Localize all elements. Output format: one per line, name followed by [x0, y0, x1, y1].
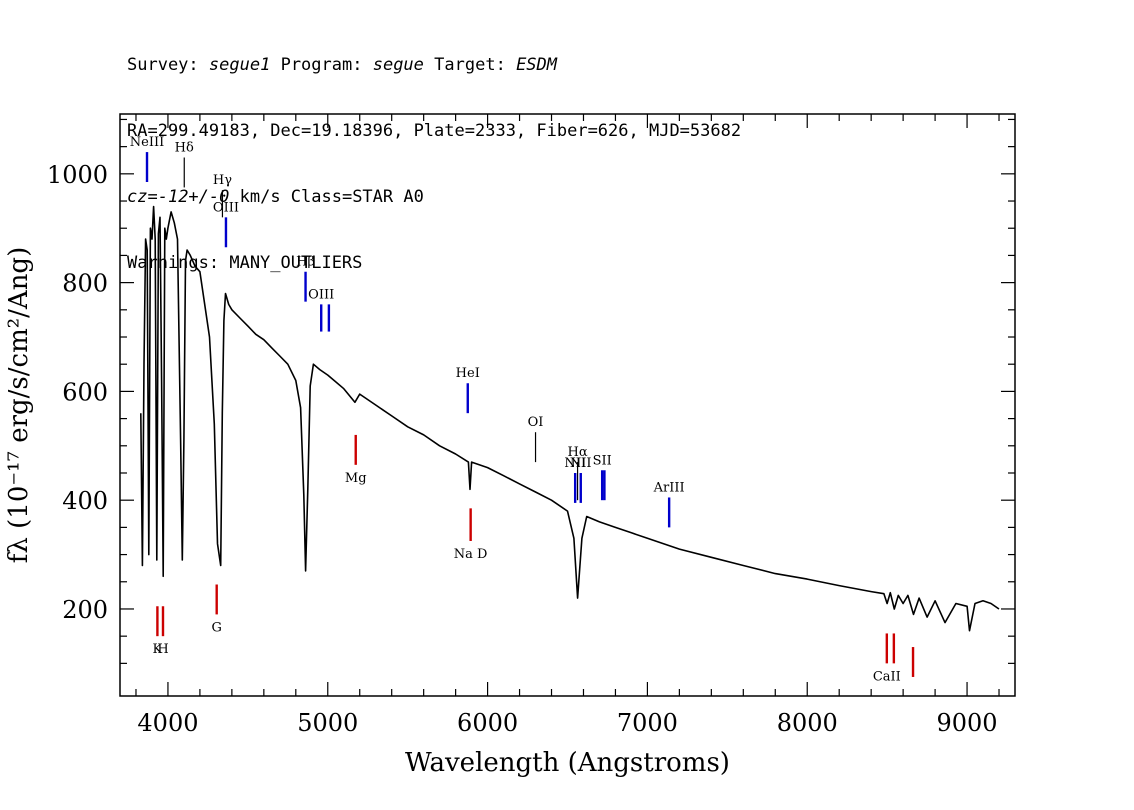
line-marker-label: SII: [593, 453, 612, 468]
x-tick-label: 9000: [937, 709, 998, 737]
axis-ticks: [120, 114, 1015, 696]
line-marker-label: ArIII: [653, 480, 685, 495]
header-line-survey: Survey: segue1 Program: segue Target: ES…: [127, 55, 558, 75]
line-marker-label: NII: [570, 456, 592, 471]
y-tick-label: 600: [62, 378, 108, 406]
plot-frame: [119, 113, 1016, 697]
y-tick-label: 800: [62, 270, 108, 298]
line-marker-label: Hδ: [175, 141, 194, 156]
line-marker-label: OIII: [213, 200, 239, 215]
line-marker-label: Hα: [568, 445, 588, 460]
x-axis-title: Wavelength (Angstroms): [405, 748, 730, 778]
line-marker-label: CaII: [873, 669, 901, 684]
spectrum-line: [140, 205, 1000, 632]
y-axis-title: fλ (10⁻¹⁷ erg/s/cm²/Ang): [4, 247, 34, 563]
x-tick-label: 8000: [777, 709, 838, 737]
y-tick-label: 1000: [47, 161, 108, 189]
x-tick-label: 6000: [457, 709, 518, 737]
line-marker-label: K: [153, 642, 163, 657]
line-marker-label: OI: [528, 415, 544, 430]
line-marker-label: Mg: [345, 471, 367, 486]
line-marker-label: G: [211, 620, 221, 635]
line-marker-label: H: [157, 642, 168, 657]
header-line-redshift: cz=-12+/-0 km/s Class=STAR A0: [127, 187, 424, 207]
line-marker-label: Hγ: [213, 173, 232, 188]
spectrum-series: [140, 205, 1000, 632]
line-marker-label: NeIII: [130, 135, 164, 150]
x-tick-label: 7000: [617, 709, 678, 737]
plot-border: [119, 113, 1016, 697]
spectrum-header: Survey: segue1 Program: segue Target: ES…: [127, 10, 741, 296]
line-marker-label: Na D: [454, 547, 488, 562]
line-marker-label: OIII: [308, 287, 334, 302]
y-tick-label: 200: [62, 596, 108, 624]
x-tick-label: 4000: [137, 709, 198, 737]
line-marker-label: NII: [564, 456, 586, 471]
x-tick-label: 5000: [297, 709, 358, 737]
line-marker-label: HeI: [456, 366, 480, 381]
y-tick-label: 400: [62, 487, 108, 515]
header-line-coordinates: RA=299.49183, Dec=19.18396, Plate=2333, …: [127, 121, 742, 141]
axis-tick-labels: 4000 5000 6000 7000 8000 9000 200 400 600 800 1000: [47, 161, 998, 737]
line-marker-label: Hβ: [296, 255, 315, 270]
